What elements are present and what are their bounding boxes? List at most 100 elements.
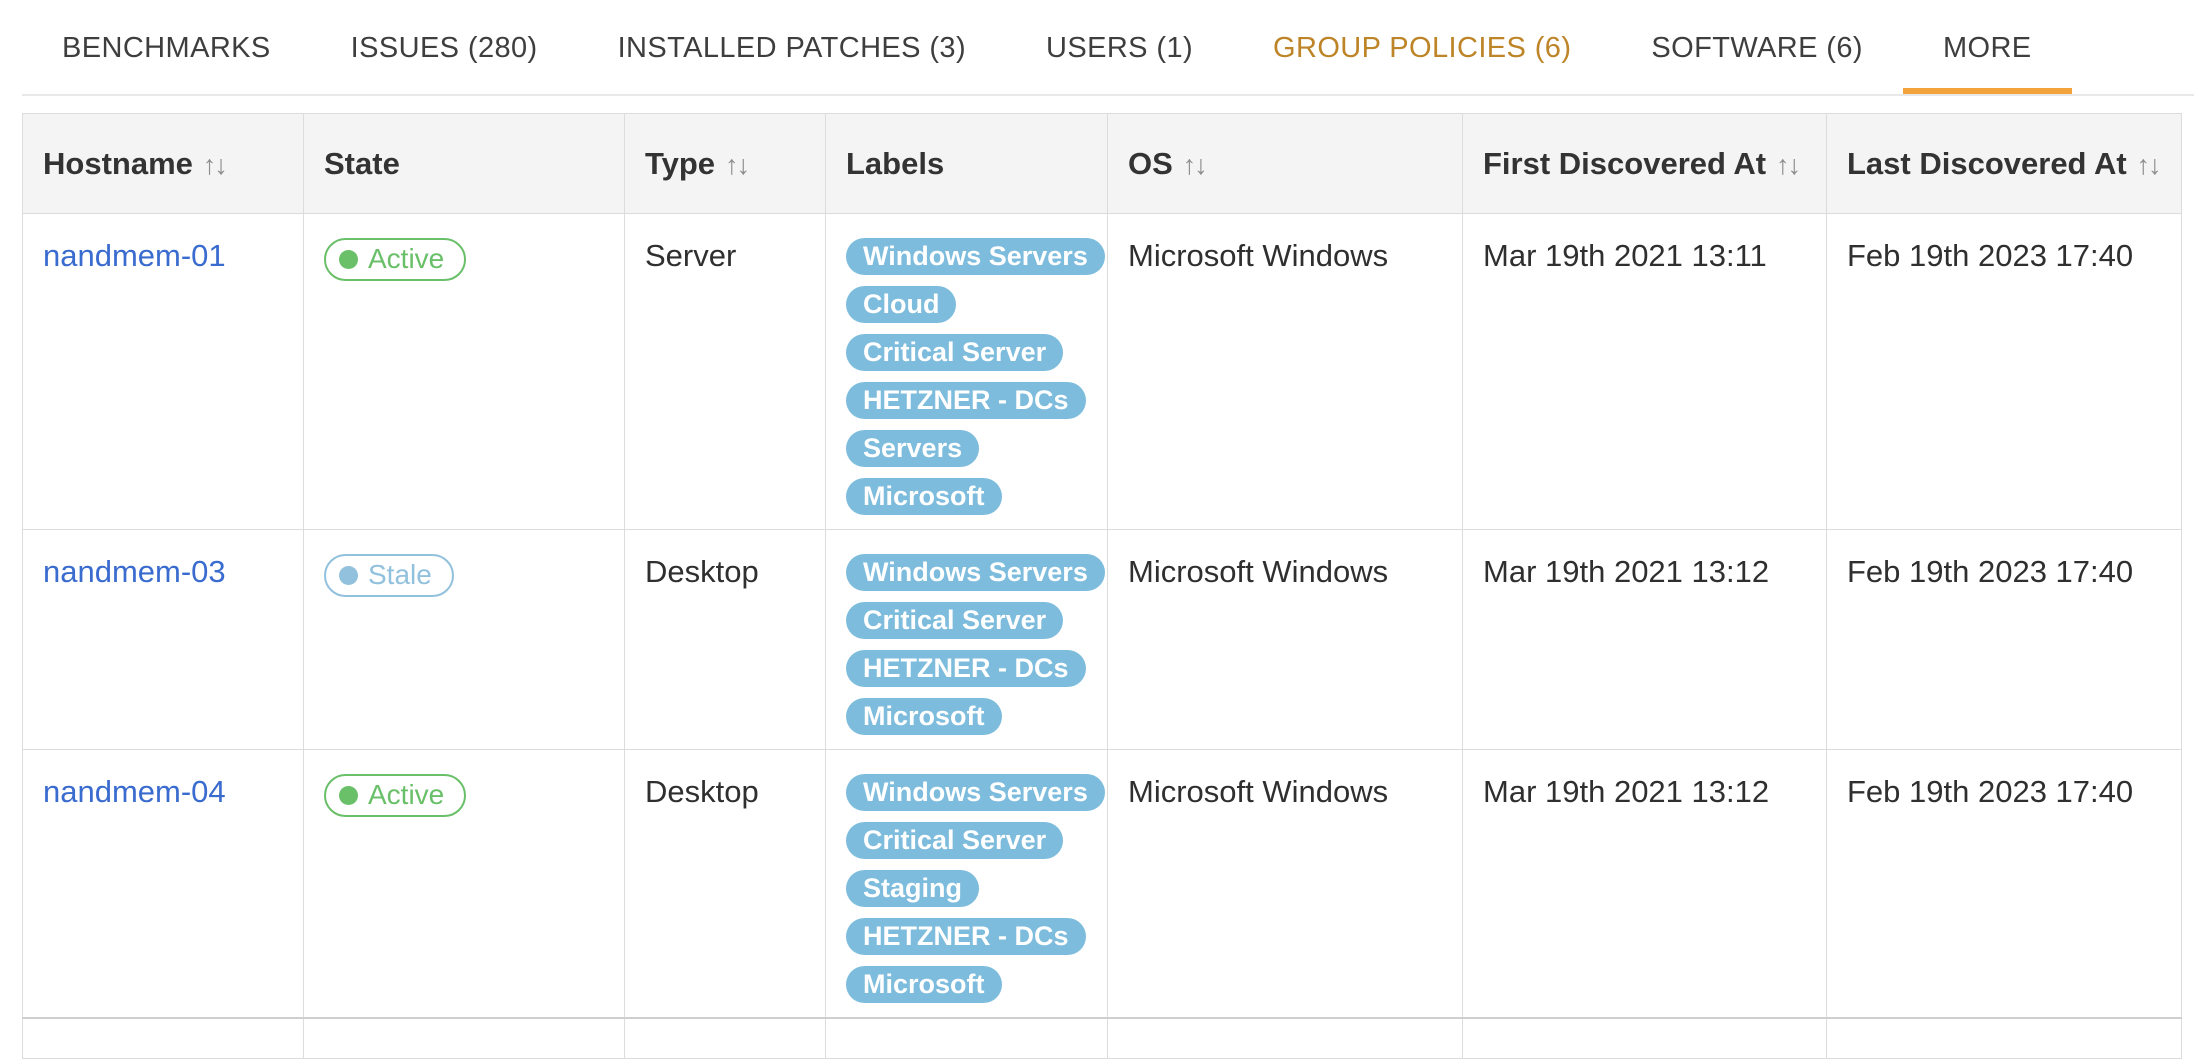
sort-icon[interactable]: ↑↓ — [2136, 149, 2162, 180]
labels-cell: Windows Servers Critical Server HETZNER - … — [825, 529, 1108, 750]
hosts-table: Hostname ↑↓ State Type ↑↓ Labels OS ↑↓ Firs… — [22, 113, 2182, 1059]
state-badge: Stale — [324, 554, 454, 597]
label-pill-list: Windows Servers Critical Server HETZNER - … — [846, 554, 1105, 735]
labels-cell: Windows Servers Critical Server Staging HET… — [825, 749, 1108, 1019]
label-pill-list: Windows Servers Cloud Critical Server HETZN… — [846, 238, 1105, 515]
host-row-partial — [22, 1017, 2182, 1059]
first-discovered-cell: Mar 19th 2021 13:11 — [1462, 213, 1827, 530]
type-value: Desktop — [645, 554, 759, 589]
labels-cell: Windows Servers Cloud Critical Server HETZN… — [825, 213, 1108, 530]
label-pill: Windows Servers — [846, 238, 1105, 275]
column-header-label: Hostname — [43, 145, 193, 181]
last-discovered-value: Feb 19th 2023 17:40 — [1847, 238, 2134, 273]
column-header-last-discovered-at[interactable]: Last Discovered At ↑↓ — [1826, 113, 2182, 214]
state-dot-icon — [339, 785, 358, 805]
last-discovered-cell: Feb 19th 2023 17:40 — [1826, 749, 2182, 1019]
column-header-labels: Labels — [825, 113, 1108, 214]
sort-icon[interactable]: ↑↓ — [1182, 149, 1208, 180]
label-pill: Microsoft — [846, 478, 1002, 515]
label-pill: Microsoft — [846, 698, 1002, 735]
label-pill: Critical Server — [846, 334, 1064, 371]
hostname-link[interactable]: nandmem-03 — [43, 554, 226, 589]
first-discovered-value: Mar 19th 2021 13:12 — [1483, 554, 1770, 589]
label-pill: Microsoft — [846, 966, 1002, 1003]
label-pill: Staging — [846, 870, 979, 907]
type-cell: Desktop — [624, 529, 826, 750]
label-pill: HETZNER - DCs — [846, 382, 1086, 419]
tab-users-1[interactable]: USERS (1) — [1006, 2, 1233, 94]
label-pill: Cloud — [846, 286, 957, 323]
host-row: nandmem-03 Stale Desktop Windows Servers… — [22, 529, 2182, 750]
first-discovered-cell: Mar 19th 2021 13:12 — [1462, 529, 1827, 750]
os-cell: Microsoft Windows — [1107, 749, 1463, 1019]
last-discovered-value: Feb 19th 2023 17:40 — [1847, 554, 2134, 589]
hostname-cell: nandmem-01 — [22, 213, 304, 530]
tab-label: USERS (1) — [1046, 31, 1194, 64]
host-row: nandmem-01 Active Server Windows Servers… — [22, 213, 2182, 530]
state-label: Active — [368, 779, 445, 810]
tab-group-policies-6[interactable]: GROUP POLICIES (6) — [1233, 2, 1611, 94]
sort-icon[interactable]: ↑↓ — [1776, 149, 1801, 180]
type-cell: Desktop — [624, 749, 826, 1019]
column-header-label: OS — [1128, 145, 1173, 181]
tab-installed-patches-3[interactable]: INSTALLED PATCHES (3) — [578, 2, 1006, 94]
label-pill: Servers — [846, 430, 980, 467]
os-value: Microsoft Windows — [1128, 554, 1389, 589]
tab-software-6[interactable]: SOFTWARE (6) — [1611, 2, 1903, 94]
state-cell: Active — [303, 749, 625, 1019]
hostname-cell: nandmem-04 — [22, 749, 304, 1019]
tab-more[interactable]: MORE — [1902, 2, 2072, 94]
table-body: nandmem-01 Active Server Windows Servers… — [22, 213, 2182, 1059]
column-header-hostname[interactable]: Hostname ↑↓ — [22, 113, 304, 214]
hostname-link[interactable]: nandmem-04 — [43, 774, 226, 809]
type-value: Desktop — [645, 774, 759, 809]
os-cell: Microsoft Windows — [1107, 213, 1463, 530]
sort-icon[interactable]: ↑↓ — [202, 149, 228, 180]
type-cell: Server — [624, 213, 826, 530]
label-pill: HETZNER - DCs — [846, 918, 1086, 955]
state-dot-icon — [339, 249, 358, 269]
sort-icon[interactable]: ↑↓ — [725, 149, 750, 180]
host-row: nandmem-04 Active Desktop Windows Server… — [22, 749, 2182, 1019]
table-header-row: Hostname ↑↓ State Type ↑↓ Labels OS ↑↓ Firs… — [22, 113, 2182, 214]
state-label: Active — [368, 243, 445, 274]
column-header-state: State — [303, 113, 625, 214]
column-header-label: Last Discovered At — [1847, 145, 2127, 181]
state-cell: Stale — [303, 529, 625, 750]
hostname-cell: nandmem-03 — [22, 529, 304, 750]
tab-label: ISSUES (280) — [350, 31, 538, 64]
state-cell: Active — [303, 213, 625, 530]
tab-label: GROUP POLICIES (6) — [1273, 31, 1572, 64]
hostname-link[interactable]: nandmem-01 — [43, 238, 226, 273]
hosts-table-wrap: Hostname ↑↓ State Type ↑↓ Labels OS ↑↓ Firs… — [22, 113, 2182, 1059]
tab-benchmarks[interactable]: BENCHMARKS — [22, 2, 311, 94]
tab-bar: BENCHMARKS ISSUES (280) INSTALLED PATCHE… — [22, 2, 2194, 96]
os-value: Microsoft Windows — [1128, 774, 1389, 809]
column-header-first-discovered-at[interactable]: First Discovered At ↑↓ — [1462, 113, 1827, 214]
last-discovered-cell: Feb 19th 2023 17:40 — [1826, 213, 2182, 530]
label-pill: Windows Servers — [846, 774, 1105, 811]
first-discovered-value: Mar 19th 2021 13:11 — [1483, 238, 1767, 273]
state-badge: Active — [324, 238, 467, 281]
state-badge: Active — [324, 774, 467, 817]
tab-issues-280[interactable]: ISSUES (280) — [311, 2, 578, 94]
column-header-label: First Discovered At — [1483, 145, 1767, 181]
first-discovered-cell: Mar 19th 2021 13:12 — [1462, 749, 1827, 1019]
tab-label: BENCHMARKS — [62, 31, 271, 64]
type-value: Server — [645, 238, 737, 273]
tab-label: SOFTWARE (6) — [1651, 31, 1863, 64]
state-label: Stale — [368, 559, 432, 590]
os-value: Microsoft Windows — [1128, 238, 1389, 273]
column-header-label: State — [324, 145, 400, 181]
column-header-label: Type — [645, 145, 716, 181]
label-pill: Windows Servers — [846, 554, 1105, 591]
tab-label: INSTALLED PATCHES (3) — [617, 31, 967, 64]
column-header-label: Labels — [846, 145, 945, 181]
first-discovered-value: Mar 19th 2021 13:12 — [1483, 774, 1770, 809]
tab-label: MORE — [1942, 31, 2032, 64]
column-header-os[interactable]: OS ↑↓ — [1107, 113, 1463, 214]
label-pill: Critical Server — [846, 822, 1064, 859]
last-discovered-value: Feb 19th 2023 17:40 — [1847, 774, 2134, 809]
column-header-type[interactable]: Type ↑↓ — [624, 113, 826, 214]
label-pill: HETZNER - DCs — [846, 650, 1086, 687]
